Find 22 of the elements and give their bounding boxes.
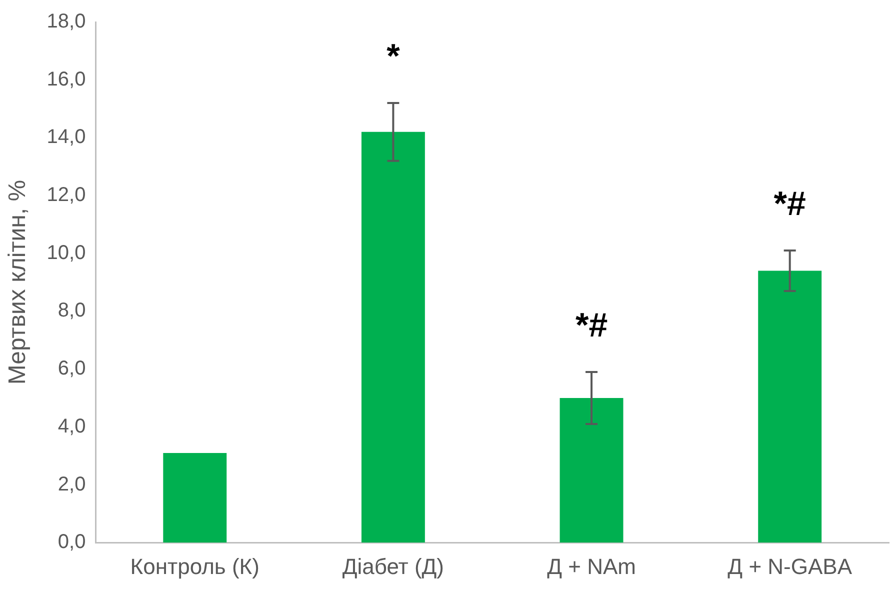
y-tick-label: 6,0 [58, 358, 86, 380]
y-tick-label: 16,0 [46, 68, 86, 90]
y-axis-title: Мертвих клітин, % [4, 180, 32, 385]
y-tick-label: 12,0 [46, 184, 86, 206]
y-tick-label: 14,0 [46, 126, 86, 148]
y-tick-label: 8,0 [58, 300, 86, 322]
bar [361, 132, 425, 543]
x-tick-label: Д + N-GABA [728, 554, 852, 579]
annotation: *# [575, 306, 608, 344]
bar [560, 398, 624, 543]
annotation: * [386, 37, 401, 76]
y-tick-label: 0,0 [58, 531, 86, 554]
y-tick-label: 2,0 [58, 473, 86, 496]
bar [758, 270, 822, 543]
annotation: *# [774, 184, 806, 223]
x-tick-label: Д + NAm [547, 554, 636, 579]
y-tick-label: 4,0 [58, 415, 86, 438]
bar [163, 452, 227, 543]
x-tick-label: Діабет (Д) [342, 554, 444, 579]
y-tick-label: 18,0 [46, 10, 86, 33]
y-tick-label: 10,0 [46, 242, 86, 264]
x-tick-label: Контроль (К) [130, 554, 260, 579]
